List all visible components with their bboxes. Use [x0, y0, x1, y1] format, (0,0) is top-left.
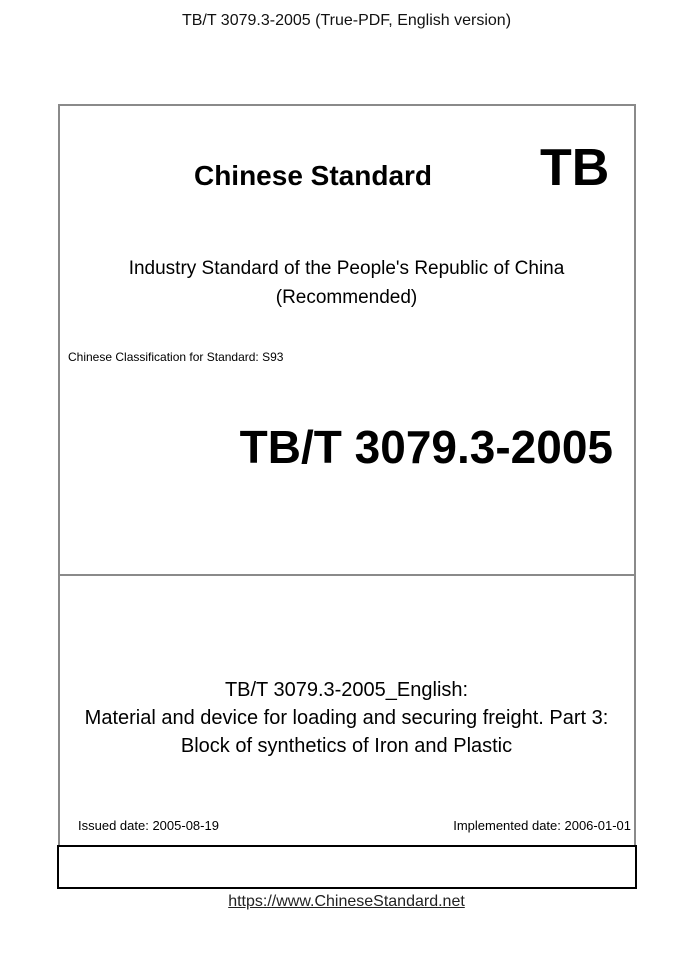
recommended-line: (Recommended): [275, 287, 418, 308]
footer: https://www.ChineseStandard.net: [0, 893, 693, 911]
section-divider: [58, 574, 634, 576]
doc-title-line: Material and device for loading and secu…: [84, 707, 609, 729]
cover-title: Chinese Standard: [193, 160, 433, 191]
standard-code: TB/T 3079.3-2005: [239, 421, 613, 473]
cover-frame: [58, 104, 636, 846]
standard-badge: TB: [540, 139, 610, 197]
doc-title-line: Block of synthetics of Iron and Plastic: [180, 735, 513, 757]
implemented-date: Implemented date: 2006-01-01: [453, 818, 631, 833]
doc-title-line: TB/T 3079.3-2005_English:: [224, 679, 469, 701]
industry-line: Industry Standard of the People's Republ…: [128, 258, 565, 279]
page-header: TB/T 3079.3-2005 (True-PDF, English vers…: [181, 12, 512, 29]
issued-date: Issued date: 2005-08-19: [78, 818, 219, 833]
bottom-box: [57, 845, 637, 889]
classification: Chinese Classification for Standard: S93: [68, 350, 284, 364]
website-link[interactable]: https://www.ChineseStandard.net: [228, 893, 465, 910]
